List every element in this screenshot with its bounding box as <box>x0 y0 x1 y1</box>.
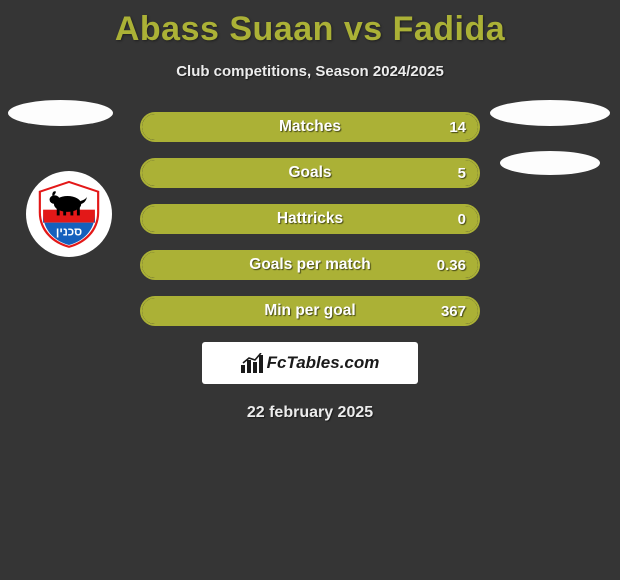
brand-name: FcTables.com <box>267 353 380 373</box>
club-badge-icon: סכנין <box>33 178 105 250</box>
stat-label: Matches <box>142 118 478 136</box>
stat-value: 367 <box>441 303 466 320</box>
page-title: Abass Suaan vs Fadida <box>0 0 620 49</box>
stat-bar: Min per goal367 <box>140 296 480 326</box>
stat-bar: Hattricks0 <box>140 204 480 234</box>
bars-icon <box>241 353 263 373</box>
stat-label: Goals <box>142 164 478 182</box>
stat-value: 0.36 <box>437 257 466 274</box>
stat-value: 0 <box>458 211 466 228</box>
stat-bar: Matches14 <box>140 112 480 142</box>
stat-label: Hattricks <box>142 210 478 228</box>
stat-label: Min per goal <box>142 302 478 320</box>
stat-bars: Matches14 Goals5 Hattricks0 Goals per match… <box>140 112 480 326</box>
player-token-left <box>8 100 113 126</box>
svg-text:סכנין: סכנין <box>56 227 82 239</box>
club-logo-left: סכנין <box>26 171 112 257</box>
stat-value: 5 <box>458 165 466 182</box>
stat-label: Goals per match <box>142 256 478 274</box>
comparison-stage: סכנין Matches14 Goals5 Hattricks0 Goals per… <box>0 112 620 326</box>
report-date: 22 february 2025 <box>0 404 620 422</box>
stat-bar: Goals5 <box>140 158 480 188</box>
subtitle: Club competitions, Season 2024/2025 <box>0 63 620 80</box>
stat-bar: Goals per match0.36 <box>140 250 480 280</box>
brand-badge[interactable]: FcTables.com <box>202 342 418 384</box>
player-token-right-2 <box>500 151 600 175</box>
player-token-right-1 <box>490 100 610 126</box>
stat-value: 14 <box>449 119 466 136</box>
